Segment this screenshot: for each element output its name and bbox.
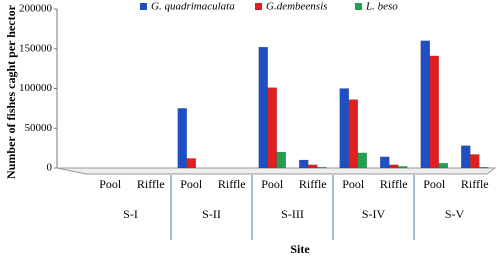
y-axis-title: Number of fishes caght per hector [4,4,18,179]
bar [186,158,196,169]
legend-swatch [255,3,262,10]
legend-label: L. beso [365,1,398,13]
y-tick-label: 150000 [19,42,53,54]
bar [267,87,277,169]
bar [276,151,286,169]
legend-label: G.dembeensis [266,1,327,13]
x-tick-label: Riffle [218,177,246,191]
bar [479,166,489,169]
bar [339,88,349,169]
x-tick-label: Riffle [137,177,165,191]
x-tick-label: Riffle [299,177,327,191]
bar [429,55,439,169]
group-label: S-V [445,207,465,221]
x-tick-label: Pool [423,177,446,191]
x-tick-label: Pool [261,177,284,191]
legend-label: G. quadrimaculata [151,1,235,13]
bar [308,164,318,169]
bar [380,156,390,169]
bar [177,108,187,169]
legend-swatch [355,3,362,10]
group-label: S-II [202,207,221,221]
bar [299,159,309,169]
bar [389,164,399,169]
x-tick-label: Riffle [461,177,489,191]
y-tick-label: 0 [47,162,53,174]
y-tick-label: 200000 [19,3,53,15]
x-axis-title: Site [290,242,310,256]
bar [470,154,480,169]
bar [438,162,448,169]
legend-swatch [140,3,147,10]
y-tick-label: 100000 [19,82,53,94]
x-tick-label: Pool [342,177,365,191]
bar [398,166,408,169]
bar [317,166,327,169]
floor [56,167,497,175]
bar [357,152,367,169]
x-tick-label: Riffle [380,177,408,191]
y-tick-label: 50000 [25,122,53,134]
bar [348,99,358,169]
bar [420,40,430,169]
group-label: S-IV [362,207,386,221]
group-label: S-III [281,207,304,221]
bar [258,46,268,169]
x-tick-label: Pool [180,177,203,191]
group-label: S-I [123,207,138,221]
bar [461,145,471,169]
x-tick-label: Pool [99,177,122,191]
